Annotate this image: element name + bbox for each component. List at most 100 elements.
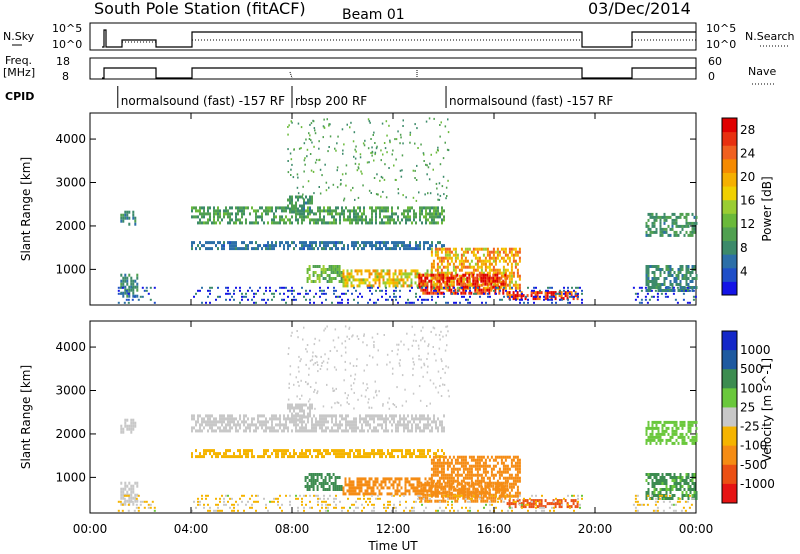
echo-cell: [128, 216, 131, 220]
echo-cell: [223, 247, 225, 251]
echo-cell: [207, 503, 209, 506]
echo-cell: [419, 241, 421, 245]
echo-cell: [367, 420, 369, 424]
echo-cell: [494, 481, 497, 485]
echo-cell: [311, 406, 313, 410]
echo-cell: [122, 487, 125, 491]
echo-cell: [309, 244, 311, 248]
echo-cell: [267, 206, 269, 210]
echo-cell: [575, 292, 577, 295]
echo-cell: [211, 286, 213, 289]
echo-cell: [346, 269, 349, 273]
echo-cell: [445, 186, 448, 189]
echo-cell: [438, 198, 441, 201]
echo-cell: [418, 481, 421, 485]
echo-cell: [400, 486, 403, 490]
echo-cell: [345, 414, 347, 418]
echo-cell: [488, 464, 491, 468]
echo-cell: [385, 289, 387, 292]
echo-cell: [478, 256, 481, 260]
echo-cell: [329, 123, 331, 126]
echo-cell: [405, 426, 407, 430]
echo-cell: [488, 288, 491, 292]
echo-cell: [506, 276, 509, 280]
echo-cell: [484, 490, 487, 494]
echo-cell: [695, 438, 698, 442]
echo-cell: [199, 500, 201, 503]
echo-cell: [291, 221, 293, 225]
echo-cell: [458, 487, 461, 491]
echo-cell: [357, 497, 359, 500]
echo-cell: [247, 298, 249, 301]
echo-cell: [456, 458, 459, 462]
echo-cell: [353, 241, 355, 245]
echo-cell: [410, 281, 413, 285]
echo-cell: [492, 283, 495, 287]
echo-cell: [417, 426, 419, 430]
echo-cell: [299, 452, 301, 456]
echo-cell: [408, 492, 411, 496]
echo-cell: [435, 182, 438, 185]
echo-cell: [393, 292, 395, 295]
echo-cell: [480, 496, 483, 500]
echo-cell: [203, 449, 205, 453]
echo-cell: [500, 247, 503, 251]
echo-cell: [645, 438, 648, 442]
echo-cell: [441, 221, 443, 225]
echo-cell: [219, 509, 221, 512]
echo-cell: [195, 420, 197, 424]
echo-cell: [446, 282, 449, 286]
echo-cell: [470, 271, 473, 275]
echo-cell: [336, 268, 339, 271]
echo-cell: [665, 218, 668, 222]
echo-cell: [297, 218, 299, 222]
echo-cell: [273, 295, 275, 298]
echo-cell: [375, 497, 377, 500]
echo-cell: [308, 479, 311, 482]
echo-cell: [359, 218, 361, 222]
echo-cell: [409, 244, 411, 248]
echo-cell: [385, 209, 387, 213]
echo-cell: [309, 247, 311, 251]
echo-cell: [425, 286, 427, 289]
echo-cell: [336, 169, 338, 172]
echo-cell: [653, 438, 656, 442]
echo-cell: [456, 286, 459, 290]
echo-cell: [374, 151, 377, 154]
echo-cell: [364, 281, 367, 285]
echo-cell: [484, 265, 487, 269]
echo-cell: [495, 286, 497, 289]
echo-cell: [441, 244, 443, 248]
echo-cell: [484, 481, 487, 485]
echo-cell: [311, 420, 313, 424]
echo-cell: [369, 289, 371, 292]
echo-cell: [427, 298, 429, 301]
echo-cell: [211, 429, 213, 433]
echo-cell: [404, 477, 407, 481]
echo-cell: [448, 473, 451, 477]
echo-cell: [480, 265, 483, 269]
echo-cell: [476, 288, 479, 292]
echo-cell: [355, 423, 357, 427]
echo-cell: [450, 458, 453, 462]
echo-cell: [392, 272, 395, 276]
echo-cell: [364, 480, 367, 484]
echo-cell: [430, 493, 433, 497]
echo-cell: [507, 295, 509, 298]
echo-cell: [314, 271, 317, 274]
echo-cell: [311, 418, 313, 422]
echo-cell: [494, 464, 497, 468]
echo-cell: [333, 414, 335, 418]
echo-cell: [693, 441, 696, 445]
echo-cell: [317, 209, 319, 213]
echo-cell: [346, 272, 349, 276]
echo-cell: [396, 281, 399, 285]
echo-cell: [321, 414, 323, 418]
echo-cell: [515, 289, 517, 292]
echo-cell: [430, 271, 433, 275]
echo-cell: [375, 218, 377, 222]
echo-cell: [295, 218, 297, 222]
echo-cell: [480, 268, 483, 272]
echo-cell: [342, 281, 345, 285]
echo-cell: [301, 244, 303, 248]
